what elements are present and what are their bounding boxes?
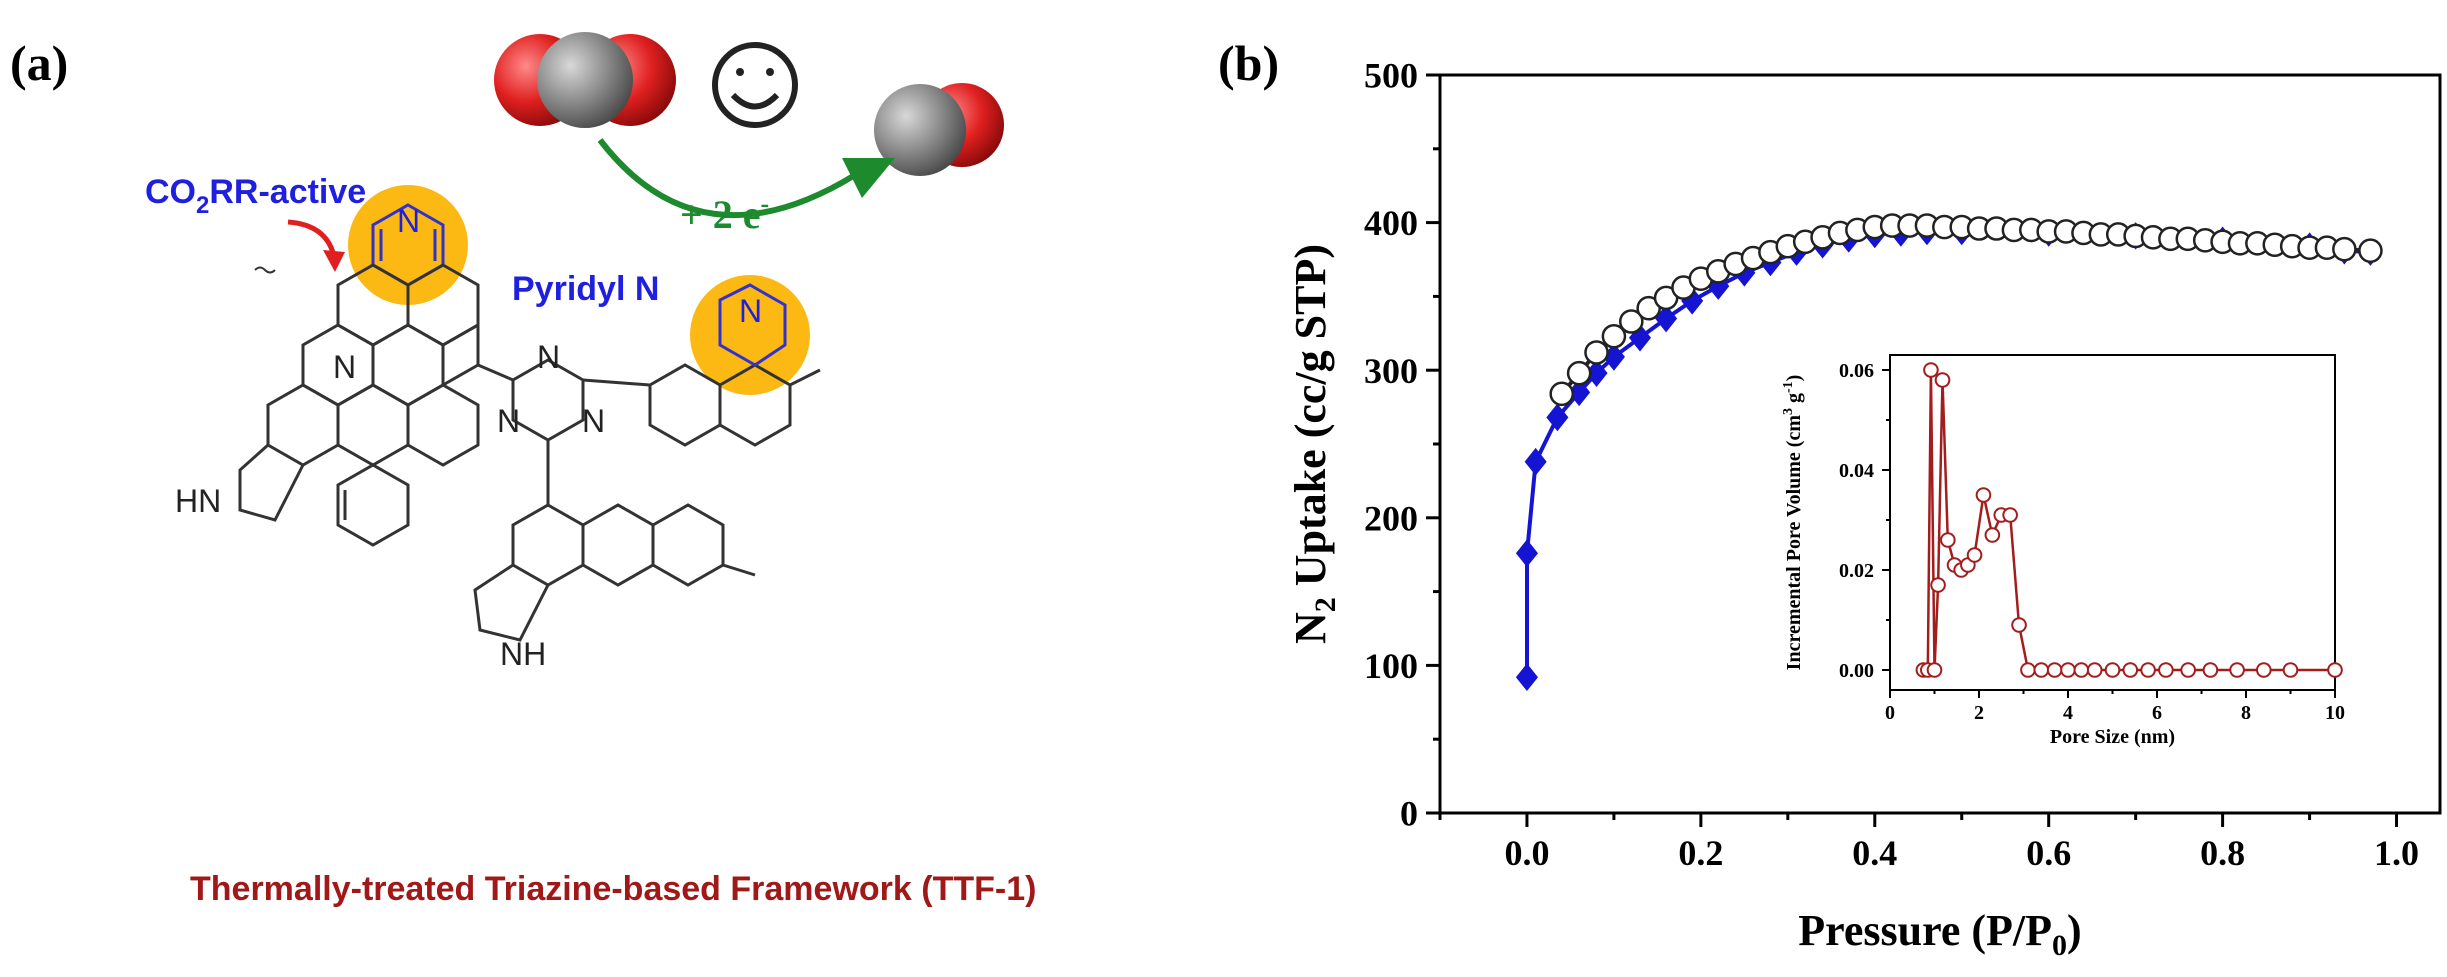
inset-x-axis-label: Pore Size (nm) <box>2050 726 2175 748</box>
inset-x-tick-label: 8 <box>2241 702 2251 724</box>
inset-y-tick-label: 0.04 <box>1839 460 1874 482</box>
inset-data-point-0 <box>1940 532 1956 548</box>
panel-a-caption: Thermally-treated Triazine-based Framewo… <box>190 870 1036 908</box>
inset-data-point-0 <box>2140 662 2156 678</box>
main-data-point-adsorption <box>1546 403 1569 432</box>
inset-y-tick-label: 0.00 <box>1839 660 1874 682</box>
inset-data-point-0 <box>2282 662 2299 678</box>
inset-data-point-0 <box>2060 662 2076 678</box>
main-x-tick-label: 0.4 <box>1852 833 1897 873</box>
molecular-structure <box>238 203 821 642</box>
inset-x-tick-label: 2 <box>1974 702 1984 724</box>
inset-data-point-0 <box>2002 507 2018 523</box>
main-y-tick-label: 500 <box>1364 56 1418 96</box>
main-x-tick-label: 0.0 <box>1504 833 1549 873</box>
atom-nh: NH <box>500 636 546 672</box>
main-x-tick-label: 0.2 <box>1678 833 1723 873</box>
inset-x-tick-label: 6 <box>2152 702 2162 724</box>
inset-data-point-0 <box>1934 372 1951 388</box>
main-data-point-desorption <box>1601 323 1627 349</box>
atom-n-2: N <box>739 293 762 329</box>
inset-background <box>1760 350 2390 750</box>
main-x-tick-label: 0.8 <box>2200 833 2245 873</box>
panel-b: (b) 0.0 0.2 0.4 0.6 0.8 1.00100200300400500Pr… <box>1218 35 2442 962</box>
main-y-tick-label: 300 <box>1364 351 1418 391</box>
pyridyl-n-label: Pyridyl N <box>512 270 659 308</box>
inset-data-point-0 <box>2180 662 2196 678</box>
main-y-tick-label: 400 <box>1364 203 1418 243</box>
inset-data-point-0 <box>1926 662 1943 678</box>
atom-n-4: N <box>537 339 560 375</box>
inset-data-point-0 <box>2046 662 2063 678</box>
electron-label: + 2 e- <box>680 189 769 237</box>
pointer-arrow-head-icon <box>323 250 345 272</box>
inset-data-point-0 <box>2158 662 2174 678</box>
main-x-tick-label: 0.6 <box>2026 833 2071 873</box>
main-x-tick-label: 1.0 <box>2374 833 2419 873</box>
panel-b-label: (b) <box>1218 35 1279 91</box>
main-y-tick-label: 100 <box>1364 646 1418 686</box>
highlight-circle-1 <box>348 185 468 305</box>
main-x-axis-label: Pressure (P/P0) <box>1798 906 2081 962</box>
inset-data-point-0 <box>1975 487 1992 503</box>
atom-hn: HN <box>175 483 221 519</box>
main-data-point-adsorption <box>1524 447 1547 476</box>
inset-y-axis-label: Incremental Pore Volume (cm3 g-1) <box>1781 375 1805 671</box>
main-y-tick-label: 200 <box>1364 498 1418 538</box>
inset-y-tick-label: 0.06 <box>1839 360 1874 382</box>
inset-data-point-0 <box>2073 662 2090 678</box>
inset-data-point-0 <box>1930 577 1946 593</box>
main-data-point-desorption <box>1566 360 1592 386</box>
reaction-arrow-icon <box>597 138 895 218</box>
inset-x-tick-label: 4 <box>2063 702 2073 724</box>
inset-chart: 0 2 4 6 8 10 0.00 0.02 0.04 0.06 Pore Size (nm) Inc… <box>1760 350 2390 750</box>
main-data-point-desorption <box>2332 236 2357 262</box>
inset-data-point-0 <box>2011 617 2027 633</box>
main-data-point-desorption <box>1549 381 1575 407</box>
inset-data-point-0 <box>1984 527 2001 543</box>
main-y-axis-label: N2 Uptake (cc/g STP) <box>1286 244 1342 644</box>
main-data-point-desorption <box>1584 340 1609 365</box>
main-chart: 0.0 0.2 0.4 0.6 0.8 1.00100200300400500Pressu… <box>1286 56 2442 962</box>
atom-n-6: N <box>582 403 605 439</box>
inset-x-tick-label: 10 <box>2325 702 2345 724</box>
inset-y-tick-label: 0.02 <box>1839 560 1874 582</box>
main-data-point-desorption <box>2358 238 2383 263</box>
inset-data-point-0 <box>2229 662 2245 678</box>
inset-data-point-0 <box>2086 662 2103 678</box>
main-data-point-adsorption <box>1515 663 1538 692</box>
inset-data-point-0 <box>2033 662 2050 678</box>
inset-x-tick-label: 0 <box>1885 702 1895 724</box>
inset-data-point-0 <box>2202 662 2219 678</box>
co2-molecule-icon <box>494 32 676 128</box>
co2rr-active-label: CO2RR-active <box>145 173 366 219</box>
inset-data-point-0 <box>2122 662 2139 678</box>
smiley-icon <box>712 42 798 128</box>
inset-data-point-0 <box>2256 662 2272 678</box>
inset-data-point-0 <box>1966 547 1983 563</box>
atom-n-5: N <box>497 403 520 439</box>
main-y-tick-label: 0 <box>1400 794 1418 834</box>
panel-a-label: (a) <box>10 35 68 91</box>
inset-data-point-0 <box>2104 662 2121 678</box>
inset-data-point-0 <box>2020 662 2036 678</box>
main-data-point-desorption <box>1619 309 1644 334</box>
inset-data-point-0 <box>1923 362 1939 378</box>
atom-n-1: N <box>397 203 420 239</box>
inset-data-point-0 <box>2327 662 2343 678</box>
main-data-point-adsorption <box>1515 539 1538 568</box>
panel-a: (a) <box>10 32 1036 908</box>
atom-n-3: N <box>333 349 356 385</box>
co-molecule-icon <box>874 83 1004 176</box>
